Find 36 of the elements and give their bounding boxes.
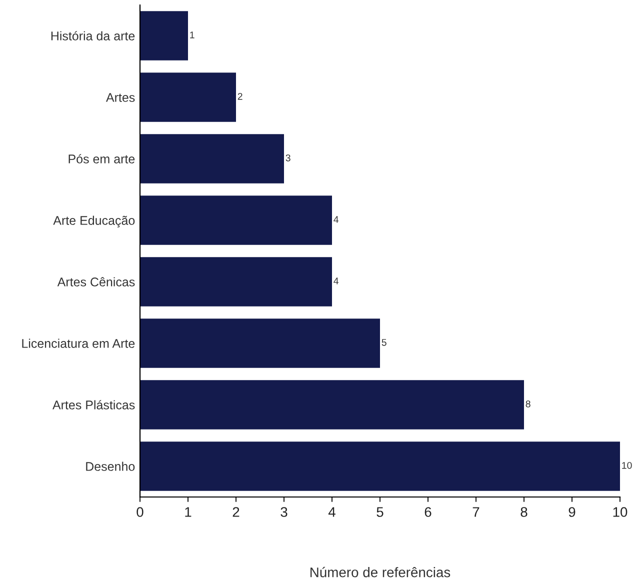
data-label: 10 (622, 462, 632, 469)
y-tick-label: Desenho (86, 462, 135, 471)
bar (140, 134, 284, 184)
y-tick-label: História da arte (51, 31, 135, 40)
x-tick-label: 2 (232, 507, 240, 517)
x-tick-label: 5 (376, 507, 384, 517)
y-tick-label: Artes Cênicas (57, 277, 135, 286)
x-tick-label: 3 (280, 507, 288, 517)
x-axis-title: Número de referências (310, 566, 450, 578)
y-tick-label: Artes Plásticas (52, 400, 135, 410)
data-label: 4 (334, 216, 339, 223)
x-tick-label: 6 (424, 507, 432, 517)
data-label: 2 (238, 92, 242, 100)
bar (140, 72, 236, 122)
x-tick-label: 9 (568, 507, 576, 517)
x-tick-label: 7 (472, 507, 480, 517)
bar (140, 380, 524, 430)
bar (140, 442, 620, 491)
data-label: 1 (190, 32, 194, 38)
x-tick-label: 1 (185, 507, 192, 517)
data-label: 8 (526, 400, 530, 408)
y-tick-label: Artes (106, 93, 135, 102)
y-tick-label: Arte Educação (53, 216, 135, 228)
data-label: 5 (382, 339, 386, 346)
y-tick-label: Pós em arte (68, 154, 135, 164)
bar (140, 196, 332, 245)
x-tick-label: 8 (520, 507, 528, 517)
x-tick-label: 10 (613, 507, 628, 517)
x-tick-label: 4 (328, 507, 336, 517)
bar (140, 11, 188, 60)
bar (140, 318, 380, 368)
bar (140, 257, 332, 306)
data-label: 3 (286, 154, 290, 162)
y-tick-label: Licenciatura em Arte (22, 338, 135, 348)
data-label: 4 (334, 278, 339, 284)
x-tick-label: 0 (136, 507, 144, 517)
